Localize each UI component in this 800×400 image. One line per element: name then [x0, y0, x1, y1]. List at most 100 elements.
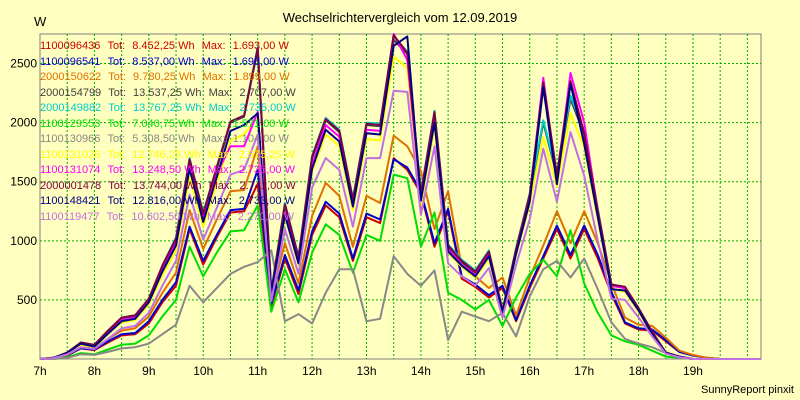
y-tick-label: 1500	[10, 175, 37, 189]
x-tick-label: 14h	[411, 364, 431, 378]
x-tick-label: 7h	[33, 364, 46, 378]
legend-max-label: Max:	[208, 179, 233, 192]
legend-total: 12.746,25 Wh	[132, 148, 201, 161]
legend-total: 12.816,00 Wh	[132, 195, 201, 207]
x-tick-label: 16h	[520, 364, 540, 378]
legend-tot-label: Tot:	[107, 40, 126, 52]
legend-tot-label: Tot:	[107, 164, 126, 176]
legend-tot-label: Tot:	[107, 195, 126, 207]
y-tick-label: 2000	[10, 116, 37, 130]
legend-total: 8.452,25 Wh	[132, 40, 195, 52]
legend-tot-label: Tot:	[107, 148, 126, 161]
legend-max-label: Max:	[207, 195, 232, 207]
x-tick-label: 15h	[465, 364, 485, 378]
x-tick-label: 18h	[629, 364, 649, 378]
legend-serial: 1100131026	[40, 148, 101, 161]
legend-tot-label: Tot:	[108, 179, 126, 192]
x-tick-label: 17h	[574, 364, 594, 378]
legend-total: 13.248,50 Wh	[132, 164, 201, 176]
x-tick-label: 9h	[142, 364, 155, 378]
series-line-1100129553	[40, 173, 761, 360]
legend-max-label: Max:	[201, 40, 226, 52]
legend-tot-label: Tot:	[107, 55, 126, 68]
legend-max: 1.571,00 W	[232, 117, 289, 130]
legend-max: 1.698,00 W	[232, 55, 289, 68]
legend-total: 13.744,00 Wh	[133, 179, 202, 192]
legend-max-label: Max:	[208, 86, 233, 99]
x-tick-label: 13h	[356, 364, 376, 378]
legend-serial: 1100119477	[40, 210, 100, 223]
legend-max: 2.707,00 W	[239, 86, 296, 99]
series-line-1100119477	[39, 89, 761, 360]
legend-serial: 1100148421	[40, 195, 101, 207]
series-line-1100096541	[39, 158, 761, 360]
legend-item: 2000001478 Tot: 13.744,00 Wh Max: 2.741,…	[40, 179, 296, 195]
legend-total: 13.767,25 Wh	[133, 102, 202, 114]
legend-item: 1100096436 Tot: 8.452,25 Wh Max: 1.693,0…	[40, 39, 296, 55]
series-line-2000150622	[39, 134, 761, 360]
legend: 1100096436 Tot: 8.452,25 Wh Max: 1.693,0…	[40, 39, 296, 225]
legend-max: 1.899,00 W	[233, 71, 290, 83]
legend-max: 2.735,00 W	[239, 102, 296, 114]
legend-item: 1100131026 Tot: 12.746,25 Wh Max: 2.575,…	[40, 148, 296, 164]
legend-serial: 1100130966	[40, 133, 101, 145]
legend-serial: 2000149882	[40, 102, 102, 114]
legend-serial: 1100129553	[40, 117, 101, 130]
legend-max-label: Max:	[201, 55, 226, 68]
legend-max: 2.735,00 W	[238, 164, 295, 176]
y-axis-label: W	[34, 14, 47, 29]
legend-total: 5.308,50 Wh	[132, 133, 195, 145]
legend-item: 1100131074 Tot: 13.248,50 Wh Max: 2.735,…	[40, 163, 296, 179]
legend-total: 7.040,75 Wh	[132, 117, 195, 130]
legend-max-label: Max:	[201, 133, 226, 145]
series-line-2000001478	[39, 34, 761, 360]
legend-serial: 2000150622	[40, 71, 102, 83]
legend-max: 1.693,00 W	[232, 40, 289, 52]
series-lines	[39, 33, 761, 360]
legend-tot-label: Tot:	[107, 117, 126, 130]
legend-item: 2000150622 Tot: 9.780,25 Wh Max: 1.899,0…	[40, 70, 296, 86]
legend-max: 2.733,00 W	[238, 195, 295, 207]
legend-max-label: Max:	[207, 148, 232, 161]
legend-total: 9.780,25 Wh	[133, 71, 196, 83]
legend-max-label: Max:	[206, 210, 231, 223]
legend-max-label: Max:	[202, 71, 227, 83]
legend-total: 10.602,50 Wh	[131, 210, 200, 223]
x-tick-label: 10h	[193, 364, 213, 378]
legend-max-label: Max:	[207, 164, 232, 176]
legend-serial: 2000154799	[40, 86, 102, 99]
footer-credit: SunnyReport pinxit	[701, 384, 794, 396]
legend-max: 2.270,00 W	[237, 210, 295, 223]
legend-max: 2.575,25 W	[238, 148, 295, 161]
axis-ticks: 500 1000 1500 2000 2500 7h 8h 9h 10h 11h 12h 13h 14h…	[10, 57, 703, 378]
legend-item: 1100096541 Tot: 8.537,00 Wh Max: 1.698,0…	[40, 55, 296, 71]
legend-total: 8.537,00 Wh	[132, 55, 195, 68]
y-tick-label: 2500	[10, 57, 37, 71]
legend-item: 2000149882 Tot: 13.767,25 Wh Max: 2.735,…	[40, 101, 296, 117]
legend-item: 1100148421 Tot: 12.816,00 Wh Max: 2.733,…	[40, 194, 296, 210]
y-tick-label: 1000	[10, 234, 37, 248]
legend-max-label: Max:	[208, 102, 233, 114]
legend-total: 13.537,25 Wh	[133, 86, 202, 99]
x-tick-label: 8h	[88, 364, 101, 378]
legend-serial: 2000001478	[40, 179, 102, 192]
x-tick-label: 11h	[248, 364, 267, 378]
legend-serial: 1100096541	[40, 55, 101, 68]
legend-serial: 1100131074	[40, 164, 101, 176]
legend-tot-label: Tot:	[107, 133, 126, 145]
x-tick-label: 19h	[683, 364, 703, 378]
legend-serial: 1100096436	[40, 40, 101, 52]
legend-tot-label: Tot:	[106, 210, 125, 223]
legend-item: 1100129553 Tot: 7.040,75 Wh Max: 1.571,0…	[40, 117, 296, 133]
y-tick-label: 500	[17, 293, 37, 307]
legend-max: 2.741,00 W	[239, 179, 296, 192]
series-line-1100148421	[39, 35, 761, 360]
legend-item: 1100119477 Tot: 10.602,50 Wh Max: 2.270,…	[40, 210, 296, 226]
series-line-1100130966	[40, 249, 761, 360]
chart-title: Wechselrichtervergleich vom 12.09.2019	[282, 10, 518, 25]
legend-item: 1100130966 Tot: 5.308,50 Wh Max: 1.104,0…	[40, 132, 296, 148]
legend-tot-label: Tot:	[108, 102, 126, 114]
legend-item: 2000154799 Tot: 13.537,25 Wh Max: 2.707,…	[40, 86, 296, 102]
legend-tot-label: Tot:	[108, 86, 126, 99]
